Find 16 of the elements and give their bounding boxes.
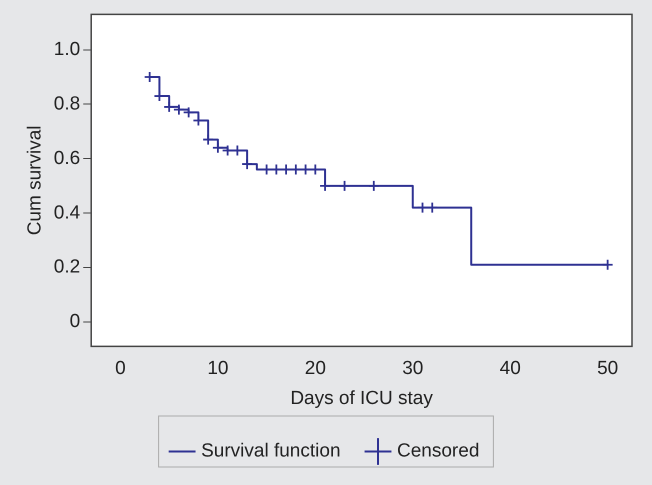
y-tick-label: 0.8 [54, 93, 80, 114]
y-tick-label: 1.0 [54, 39, 80, 60]
y-axis-title: Cum survival [24, 125, 46, 236]
x-tick-label: 0 [115, 358, 126, 380]
x-tick-label: 30 [402, 358, 424, 380]
y-tick-label: 0.2 [54, 256, 80, 278]
x-axis-title: Days of ICU stay [290, 388, 434, 409]
y-tick-label: 0.6 [54, 148, 80, 169]
x-tick-label: 50 [597, 358, 618, 380]
legend-label: Survival function [201, 440, 341, 462]
x-tick-label: 20 [304, 358, 326, 380]
legend-label: Censored [397, 440, 480, 462]
y-tick-label: 0.4 [54, 202, 81, 224]
y-tick-label: 0 [70, 311, 80, 332]
x-tick-label: 40 [500, 358, 521, 380]
x-tick-label: 10 [207, 358, 228, 380]
